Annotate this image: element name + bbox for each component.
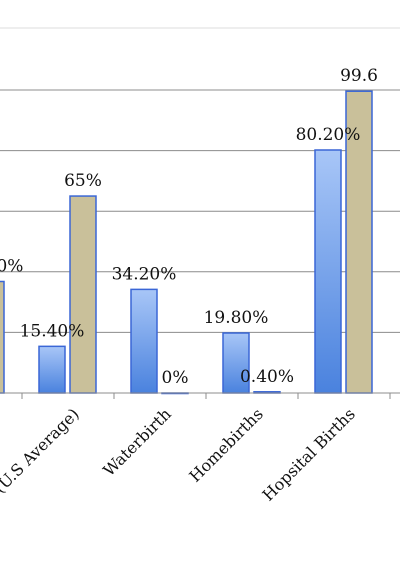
bar-series-2 (69, 195, 97, 394)
bar-series-2 (345, 90, 373, 394)
data-label: 15.40% (20, 321, 85, 341)
bar-series-1 (314, 149, 342, 394)
bar-series-1 (222, 332, 250, 394)
x-tick-labels: C/SNatural (U.S Average)WaterbirthHomebi… (0, 404, 359, 544)
x-tick-label: Hopsital Births (259, 404, 359, 504)
x-axis (0, 392, 400, 399)
data-label: 36.80% (0, 256, 23, 276)
bars (0, 90, 373, 395)
data-labels: 70%36.80%15.40%65%34.20%0%19.80%0.40%80.… (0, 66, 378, 388)
bar-series-1 (38, 345, 66, 394)
data-label: 19.80% (204, 308, 269, 328)
bar-series-2 (0, 280, 5, 394)
data-label: 99.6 (340, 66, 378, 86)
x-tick-label: Natural (U.S Average) (0, 404, 83, 544)
data-label: 80.20% (296, 125, 361, 145)
x-tick-label: Waterbirth (99, 404, 175, 480)
data-label: 65% (64, 171, 102, 191)
x-tick-label: Homebirths (185, 404, 266, 485)
data-label: 34.20% (112, 264, 177, 284)
data-label: 0.40% (240, 367, 294, 387)
data-label: 0% (162, 368, 189, 388)
bar-series-1 (130, 288, 158, 394)
